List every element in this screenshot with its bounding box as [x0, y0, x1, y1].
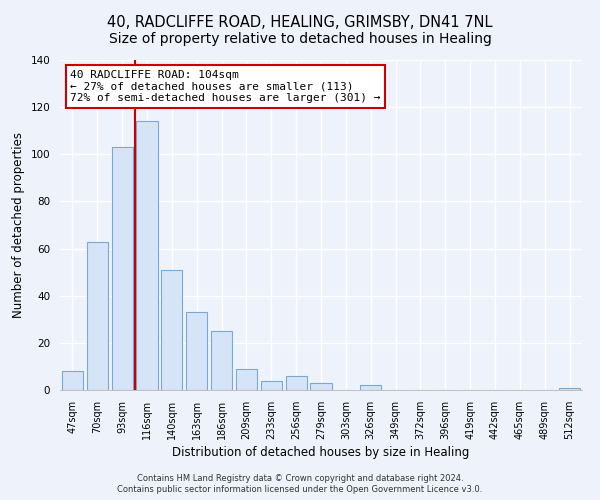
Bar	[112, 147, 133, 390]
Bar	[161, 270, 182, 390]
Bar	[559, 388, 580, 390]
Bar	[186, 312, 207, 390]
Bar	[360, 386, 381, 390]
Bar	[211, 331, 232, 390]
Text: Contains HM Land Registry data © Crown copyright and database right 2024.
Contai: Contains HM Land Registry data © Crown c…	[118, 474, 482, 494]
Text: 40, RADCLIFFE ROAD, HEALING, GRIMSBY, DN41 7NL: 40, RADCLIFFE ROAD, HEALING, GRIMSBY, DN…	[107, 15, 493, 30]
X-axis label: Distribution of detached houses by size in Healing: Distribution of detached houses by size …	[172, 446, 470, 459]
Text: Size of property relative to detached houses in Healing: Size of property relative to detached ho…	[109, 32, 491, 46]
Y-axis label: Number of detached properties: Number of detached properties	[12, 132, 25, 318]
Bar	[286, 376, 307, 390]
Bar	[236, 369, 257, 390]
Bar	[310, 383, 332, 390]
Bar	[136, 122, 158, 390]
Text: 40 RADCLIFFE ROAD: 104sqm
← 27% of detached houses are smaller (113)
72% of semi: 40 RADCLIFFE ROAD: 104sqm ← 27% of detac…	[70, 70, 381, 103]
Bar	[87, 242, 108, 390]
Bar	[261, 380, 282, 390]
Bar	[62, 371, 83, 390]
